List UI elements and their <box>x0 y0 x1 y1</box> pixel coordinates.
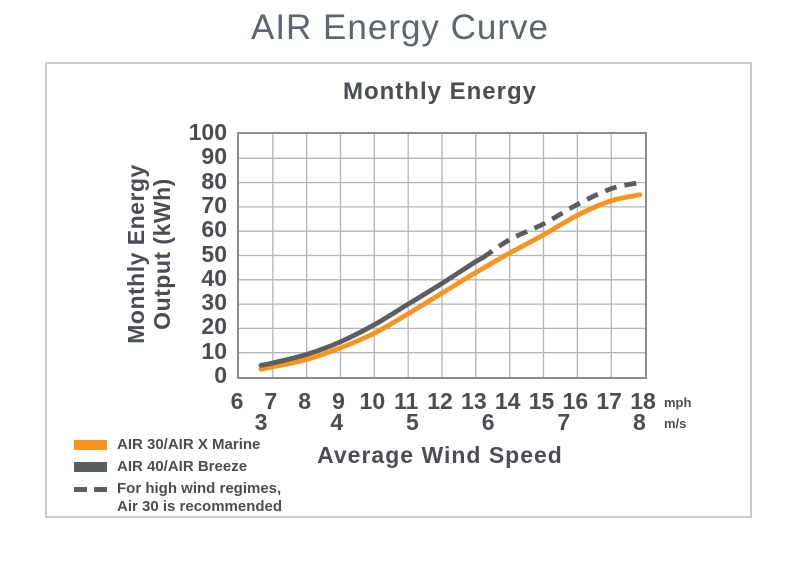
legend: AIR 30/AIR X Marine AIR 40/AIR Breeze For … <box>74 436 282 520</box>
x-tick-label-mph: 8 <box>298 388 312 414</box>
series-curve-0 <box>258 192 643 372</box>
y-tick-label: 70 <box>201 191 227 218</box>
y-tick-label: 60 <box>201 216 227 243</box>
y-tick-label: 50 <box>201 240 227 267</box>
legend-label: AIR 30/AIR X Marine <box>117 436 260 454</box>
series-curve-1 <box>258 255 485 368</box>
legend-label-line: For high wind regimes, <box>117 480 282 497</box>
legend-label-line: Air 30 is recommended <box>117 498 283 515</box>
legend-dashed-line-swatch <box>74 487 107 492</box>
x-tick-label-mph: 7 <box>264 388 278 414</box>
legend-color-swatch <box>74 440 107 450</box>
x-tick-label-mph: 15 <box>528 388 555 414</box>
y-tick-label: 100 <box>188 119 227 145</box>
y-tick-label: 80 <box>201 167 227 194</box>
y-tick-label: 40 <box>201 264 227 291</box>
x-tick-label-mph: 6 <box>230 388 244 414</box>
legend-item-1: AIR 40/AIR Breeze <box>74 458 282 476</box>
energy-curve-svg <box>239 134 645 377</box>
x-tick-label-ms: 6 <box>481 409 495 435</box>
y-tick-label: 30 <box>201 289 227 316</box>
legend-dash <box>94 487 107 492</box>
x-tick-label-ms: 4 <box>330 409 344 435</box>
y-axis-title-line-1: Monthly Energy <box>123 164 149 344</box>
x-tick-label-mph: 9 <box>332 388 345 414</box>
legend-label: For high wind regimes, Air 30 is recommen… <box>117 480 282 516</box>
x-tick-label-ms: 8 <box>633 409 646 435</box>
x-tick-label-mph: 13 <box>461 388 487 414</box>
legend-color-swatch <box>74 462 107 472</box>
chart-frame: Monthly Energy Monthly Energy Output (kW… <box>45 62 752 518</box>
series-curve-2 <box>481 180 641 260</box>
x-axis-unit-ms: m/s <box>664 416 687 431</box>
x-tick-label-ms: 5 <box>406 409 419 435</box>
x-tick-label-mph: 14 <box>494 388 521 414</box>
x-tick-label-mph: 17 <box>596 388 622 414</box>
x-tick-label-ms: 3 <box>254 409 268 435</box>
legend-item-2: For high wind regimes, Air 30 is recommen… <box>74 480 282 516</box>
legend-label-line: AIR 30/AIR X Marine <box>117 436 261 453</box>
y-tick-label: 20 <box>201 313 227 340</box>
legend-label: AIR 40/AIR Breeze <box>117 458 247 476</box>
plot-area <box>237 132 647 379</box>
x-axis-unit-mph: mph <box>664 395 692 410</box>
x-tick-label-mph: 10 <box>359 388 386 414</box>
x-tick-label-mph: 16 <box>562 388 589 414</box>
x-tick-label-mph: 11 <box>393 388 419 414</box>
x-axis-title: Average Wind Speed <box>317 442 563 468</box>
x-tick-label-mph: 12 <box>427 388 453 414</box>
chart-title: Monthly Energy <box>342 78 537 105</box>
page-title: AIR Energy Curve <box>250 8 550 47</box>
y-tick-label: 10 <box>201 337 227 364</box>
legend-label-line: AIR 40/AIR Breeze <box>117 458 248 475</box>
legend-item-0: AIR 30/AIR X Marine <box>74 436 282 454</box>
legend-dash <box>74 487 87 492</box>
x-tick-label-ms: 7 <box>557 409 571 435</box>
x-tick-label-mph: 18 <box>630 388 656 414</box>
y-tick-label: 0 <box>214 362 227 388</box>
y-tick-label: 90 <box>201 143 227 170</box>
